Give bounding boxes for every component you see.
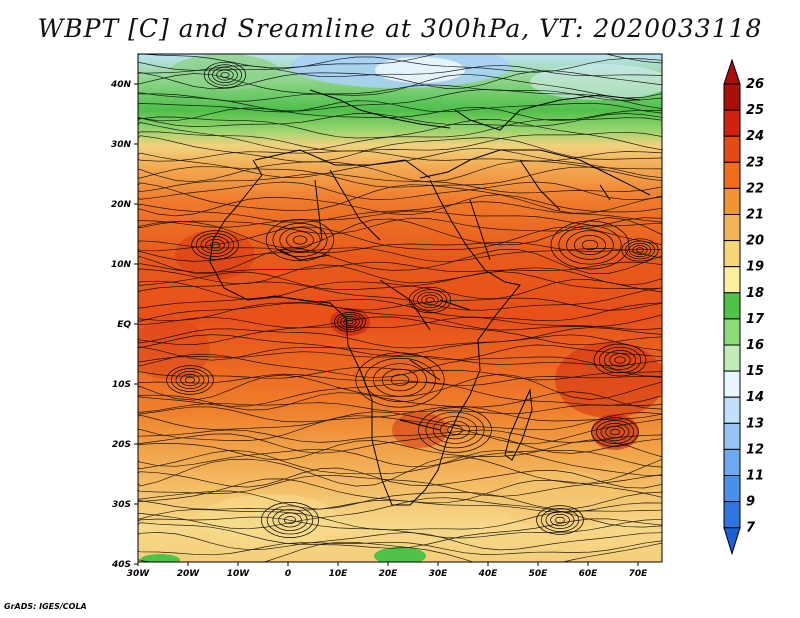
colorbar-label: 13 [746, 416, 764, 431]
colorbar-label: 15 [746, 364, 764, 379]
lon-tick-label: 10E [329, 569, 349, 579]
lat-tick-label: 10S [112, 380, 131, 390]
colorbar-segment [723, 161, 741, 189]
lon-tick-label: 50E [529, 569, 549, 579]
latitude-axis: 40N 30N 20N 10N EQ 10S 20S 30S 40S [110, 80, 138, 570]
lon-tick-label: 10W [227, 569, 251, 579]
colorbar-label: 21 [746, 208, 764, 223]
colorbar: 26 25 24 23 22 21 20 19 18 17 16 15 14 13 12 11 9 7 [723, 58, 765, 556]
colorbar-segment [723, 448, 741, 476]
lat-tick-label: 30S [112, 500, 131, 510]
colorbar-segment [723, 214, 741, 242]
colorbar-label: 9 [746, 495, 755, 510]
colorbar-segment [723, 422, 741, 450]
colorbar-label: 19 [746, 260, 764, 275]
colorbar-label: 16 [746, 338, 764, 353]
colorbar-segment [723, 109, 741, 137]
lat-tick-label: 40S [111, 560, 131, 570]
colorbar-segment [723, 318, 741, 346]
colorbar-label: 26 [746, 77, 764, 92]
colorbar-min-arrow [723, 527, 741, 556]
lon-tick-label: 20E [379, 569, 399, 579]
colorbar-label: 20 [746, 234, 764, 249]
colorbar-label: 25 [746, 103, 764, 118]
colorbar-segment [723, 370, 741, 398]
lat-tick-label: EQ [117, 320, 131, 330]
colorbar-label: 12 [746, 442, 764, 457]
colorbar-segment [723, 266, 741, 294]
colorbar-segment [723, 240, 741, 268]
lon-tick-label: 40E [478, 569, 499, 579]
colorbar-segment [723, 135, 741, 163]
colorbar-label: 11 [746, 469, 764, 484]
lon-tick-label: 60E [579, 569, 599, 579]
lon-tick-label: 0 [285, 569, 291, 579]
colorbar-max-arrow [723, 58, 741, 85]
lat-tick-label: 30N [111, 140, 132, 150]
lon-tick-label: 20W [177, 569, 201, 579]
longitude-axis: 30W 20W 10W 0 10E 20E 30E 40E 50E 60E 70E [127, 562, 648, 579]
colorbar-segment [723, 292, 741, 320]
colorbar-segment [723, 396, 741, 424]
colorbar-segment [723, 344, 741, 372]
lon-tick-label: 30W [127, 569, 151, 579]
grads-credit: GrADS: IGES/COLA [4, 602, 87, 611]
colorbar-label: 18 [746, 286, 764, 301]
colorbar-label: 23 [746, 155, 764, 170]
lat-tick-label: 10N [111, 260, 132, 270]
lat-tick-label: 40N [110, 80, 132, 90]
lon-tick-label: 30E [429, 569, 449, 579]
colorbar-segment [723, 187, 741, 215]
chart-title: WBPT [C] and Sreamline at 300hPa, VT: 20… [37, 14, 763, 43]
colorbar-segment [723, 475, 741, 503]
colorbar-segment [723, 501, 741, 529]
colorbar-label: 7 [746, 521, 756, 536]
colorbar-segment [723, 83, 741, 111]
map-area [138, 54, 662, 562]
colorbar-label: 22 [746, 181, 764, 196]
lat-tick-label: 20N [111, 200, 132, 210]
lat-tick-label: 20S [112, 440, 131, 450]
colorbar-label: 14 [746, 390, 764, 405]
colorbar-label: 24 [746, 129, 764, 144]
colorbar-label: 17 [746, 312, 765, 327]
lon-tick-label: 70E [629, 569, 649, 579]
